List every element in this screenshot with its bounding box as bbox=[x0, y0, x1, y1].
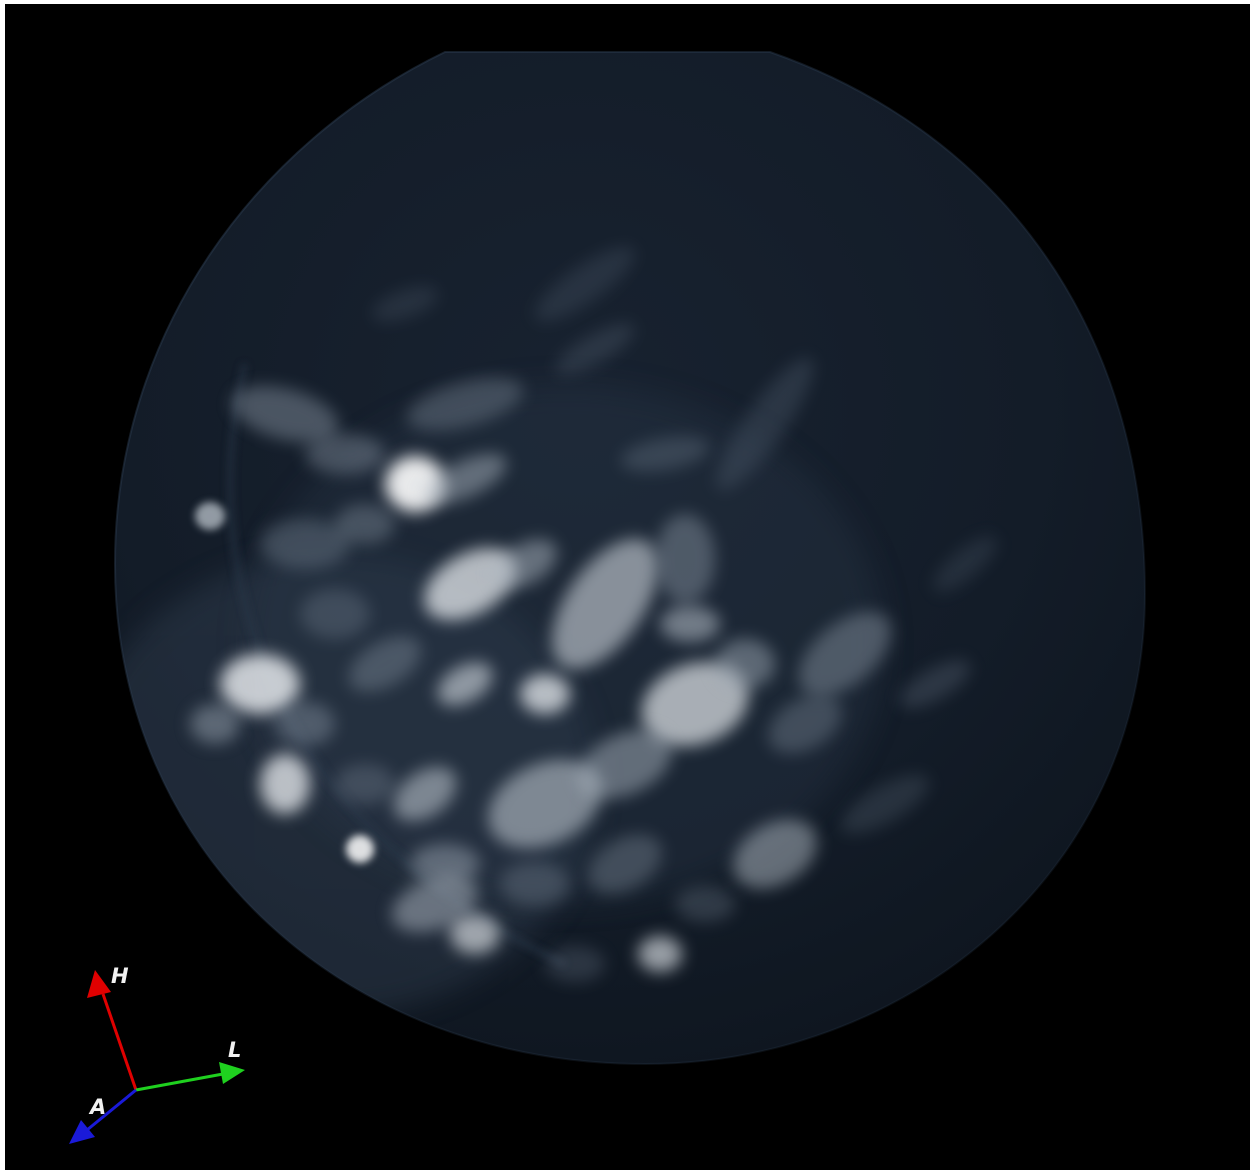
arrow-up-icon bbox=[103, 994, 136, 1090]
arrow-right-head-icon bbox=[219, 1062, 245, 1084]
arrow-right-icon bbox=[136, 1074, 223, 1090]
volume-render-canvas[interactable] bbox=[5, 4, 1250, 1170]
axis-label-a: A bbox=[90, 1097, 106, 1118]
volume-render-viewport[interactable]: H L A bbox=[5, 4, 1250, 1170]
axis-label-l: L bbox=[228, 1040, 241, 1061]
arrow-up-head-icon bbox=[87, 970, 111, 998]
arrow-down-left-head-icon bbox=[69, 1120, 95, 1144]
axis-label-h: H bbox=[111, 966, 129, 987]
